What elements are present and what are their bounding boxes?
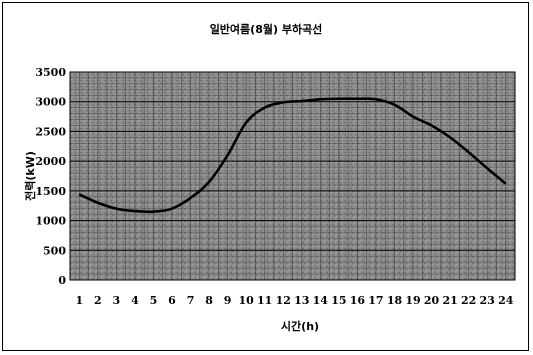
y-tick-label: 1500 [35,185,66,198]
x-tick-label: 4 [131,294,139,307]
plot-area [69,71,516,281]
x-tick-label: 9 [224,294,232,307]
x-tick-label: 21 [442,294,457,307]
x-tick-label: 10 [238,294,254,307]
x-tick-label: 23 [480,294,495,307]
x-tick-label: 11 [257,294,272,307]
y-tick-labels: 0 500 1000 1500 2000 2500 3000 3500 [35,66,66,287]
x-tick-label: 13 [294,294,309,307]
x-tick-label: 15 [331,294,346,307]
x-tick-label: 22 [461,294,476,307]
x-tick-label: 18 [387,294,403,307]
load-curve-line [78,97,507,214]
x-tick-label: 14 [313,294,329,307]
x-tick-label: 12 [276,294,291,307]
y-tick-label: 0 [58,274,66,287]
x-tick-label: 24 [498,294,514,307]
x-tick-label: 17 [368,294,383,307]
x-tick-label: 8 [205,294,213,307]
plot-border [69,71,516,281]
x-tick-label: 6 [168,294,176,307]
x-tick-label: 19 [405,294,420,307]
y-tick-label: 3000 [35,96,66,109]
x-tick-label: 2 [94,294,102,307]
x-tick-label: 16 [350,294,366,307]
x-tick-label: 7 [187,294,195,307]
x-tick-label: 3 [113,294,121,307]
y-tick-label: 500 [43,244,66,257]
y-tick-label: 3500 [35,66,66,79]
y-tick-label: 1000 [35,215,66,228]
x-tick-label: 20 [424,294,440,307]
y-tick-label: 2500 [35,125,66,138]
y-tick-label: 2000 [35,155,66,168]
chart-title: 일반여름(8월) 부하곡선 [210,22,323,36]
x-tick-label: 5 [150,294,158,307]
y-axis-label: 전력(kW) [23,151,37,201]
x-tick-label: 1 [75,294,83,307]
x-tick-labels: 1 2 3 4 5 6 7 8 9 10 11 12 13 14 15 16 17 18 19 20 21 22 23 24 [75,294,513,307]
x-axis-label: 시간(h) [281,319,319,333]
